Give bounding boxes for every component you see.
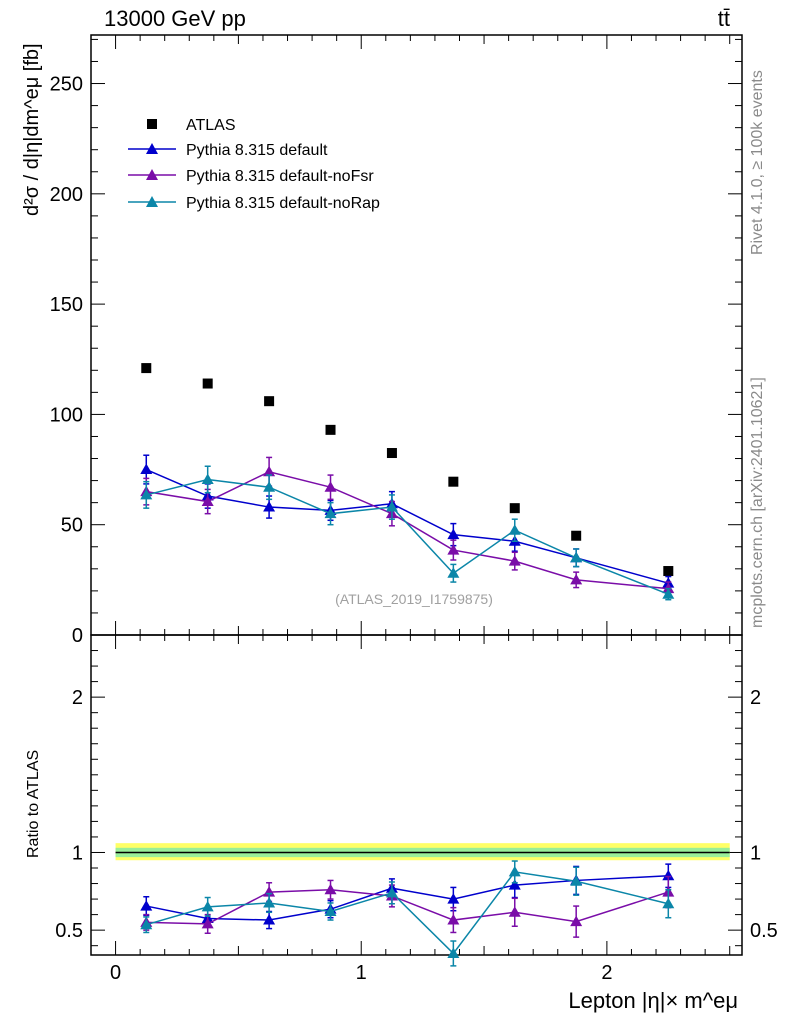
main-ytick-label: 150 (50, 294, 83, 316)
ratio-point-noRap (447, 947, 460, 958)
ratio-ytick-label-right: 1 (750, 842, 761, 864)
ratio-line-default (146, 875, 669, 921)
ratio-point-noFsr (570, 915, 583, 927)
main-line-noRap (146, 478, 669, 595)
main-ytick-label: 200 (50, 184, 83, 206)
ratio-point-default (140, 900, 153, 911)
ratio-ytick-label: 0.5 (55, 920, 83, 942)
main-point-noFsr (324, 481, 337, 492)
main-ytick-label: 50 (61, 515, 83, 537)
ratio-point-noFsr (508, 906, 521, 917)
legend-item-norap: Pythia 8.315 default-noRap (128, 195, 380, 212)
legend: ATLAS Pythia 8.315 default Pythia 8.315 … (128, 117, 380, 212)
ratio-ytick-label-right: 2 (750, 687, 761, 709)
main-line-noFsr (146, 470, 669, 590)
ratio-point-default (447, 893, 460, 904)
main-point-atlas (386, 448, 397, 459)
ratio-point-noRap (201, 900, 214, 912)
ratio-ytick-label: 2 (72, 687, 83, 709)
main-point-noFsr (447, 544, 460, 555)
main-point-noFsr (570, 573, 583, 585)
ratio-ytick-label-right: 0.5 (750, 920, 778, 942)
ratio-point-noRap (140, 918, 153, 930)
legend-marker-norap (146, 196, 158, 207)
legend-marker-atlas (147, 119, 157, 129)
main-point-noRap (324, 507, 337, 519)
ratio-point-noRap (570, 875, 583, 886)
x-axis-title: Lepton |η|× m^eμ (568, 988, 738, 1013)
main-point-default (140, 463, 153, 475)
main-point-noFsr (201, 495, 214, 507)
ratio-panel: 0.5 0.5 1 1 2 2 0 1 2 (55, 634, 778, 984)
main-point-noRap (385, 501, 398, 512)
main-point-noFsr (263, 465, 276, 477)
main-ytick-label: 100 (50, 404, 83, 426)
ratio-y-axis-title: Ratio to ATLAS (25, 750, 42, 858)
ratio-point-noRap (385, 886, 398, 898)
main-point-noFsr (508, 555, 521, 566)
main-point-atlas (264, 396, 275, 407)
analysis-id-label: (ATLAS_2019_I1759875) (335, 591, 493, 607)
main-point-atlas (571, 530, 582, 541)
ratio-point-default (662, 869, 675, 881)
main-point-atlas (448, 476, 459, 487)
legend-item-nofsr: Pythia 8.315 default-noFsr (128, 168, 374, 185)
ratio-line-noRap (146, 871, 669, 955)
main-ytick-label: 0 (72, 625, 83, 647)
legend-item-atlas: ATLAS (147, 117, 236, 134)
main-point-default (447, 528, 460, 540)
ratio-point-default (508, 879, 521, 890)
main-point-atlas (509, 503, 520, 514)
ratio-frame (90, 634, 743, 956)
ratio-xtick-label: 2 (601, 962, 612, 984)
rivet-version-label: Rivet 4.1.0, ≥ 100k events (749, 70, 766, 255)
ratio-xtick-label: 0 (110, 962, 121, 984)
main-point-noRap (508, 524, 521, 535)
legend-label-nofsr: Pythia 8.315 default-noFsr (186, 168, 374, 185)
main-point-atlas (202, 378, 213, 389)
main-point-noRap (263, 481, 276, 492)
ratio-point-default (263, 914, 276, 925)
main-point-atlas (325, 424, 336, 435)
main-point-default (263, 501, 276, 512)
ratio-xtick-label: 1 (356, 962, 367, 984)
main-point-noRap (662, 588, 675, 599)
ratio-point-noRap (324, 905, 337, 917)
main-y-axis-title: d²σ / d|η|dm^eμ [fb] (21, 43, 43, 216)
ratio-point-noFsr (447, 914, 460, 925)
main-point-noRap (447, 567, 460, 578)
legend-item-default: Pythia 8.315 default (128, 142, 328, 159)
energy-label: 13000 GeV pp (104, 6, 246, 31)
process-label: tt̄ (718, 6, 730, 31)
main-point-atlas (663, 566, 674, 577)
main-point-atlas (141, 363, 152, 374)
main-point-noRap (201, 473, 214, 484)
main-line-default (145, 468, 669, 584)
legend-label-default: Pythia 8.315 default (186, 142, 328, 159)
legend-label-atlas: ATLAS (186, 117, 236, 134)
legend-marker-default (146, 143, 158, 154)
main-ytick-label: 250 (50, 74, 83, 96)
main-panel: 0 50 100 150 200 250 (50, 34, 743, 647)
mcplots-label: mcplots.cern.ch [arXiv:2401.10621] (749, 377, 766, 628)
ratio-point-noRap (508, 865, 521, 877)
main-point-noRap (140, 488, 153, 500)
ratio-point-noFsr (324, 883, 337, 895)
ratio-ytick-label: 1 (72, 842, 83, 864)
ratio-point-noFsr (201, 917, 214, 929)
ratio-point-noRap (662, 897, 675, 909)
ratio-point-noRap (263, 896, 276, 908)
main-point-noRap (570, 551, 583, 563)
legend-label-norap: Pythia 8.315 default-noRap (186, 195, 380, 212)
legend-marker-nofsr (146, 169, 158, 180)
